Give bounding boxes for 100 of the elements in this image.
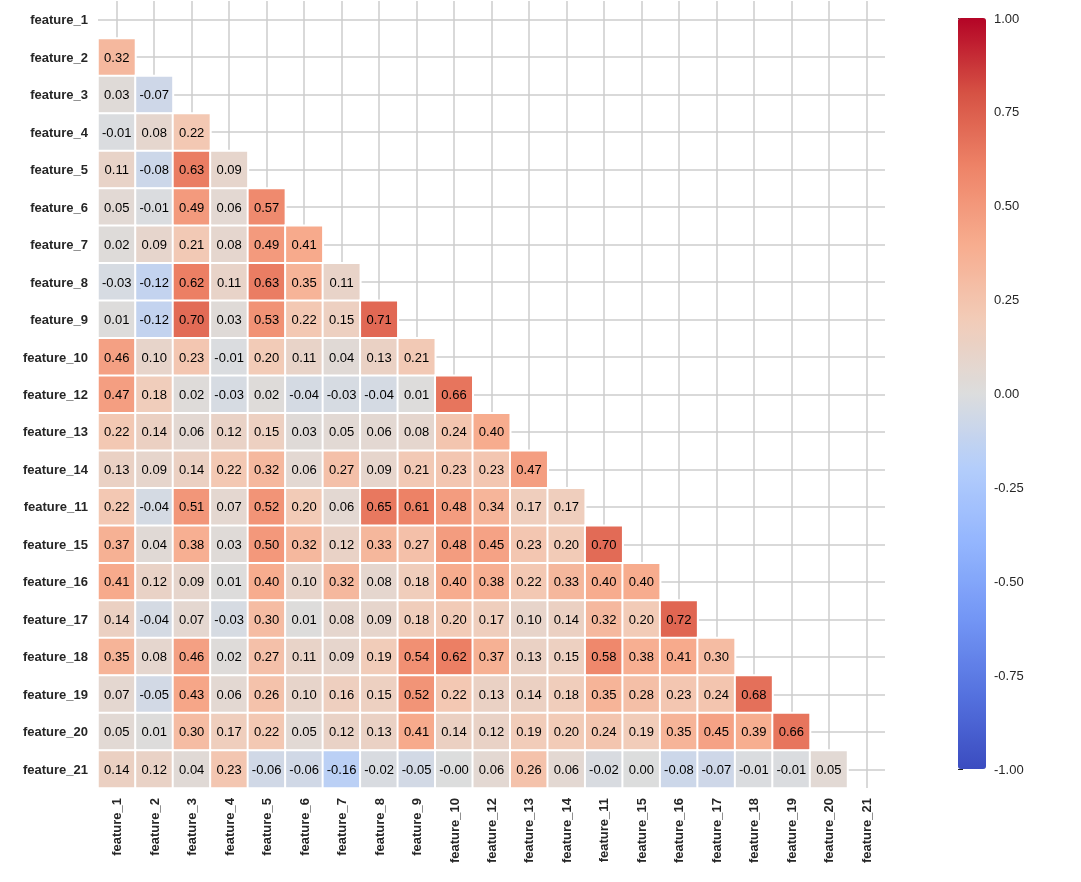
color-bar-label: 0.25 — [994, 292, 1020, 308]
data-label: 0.61 — [403, 499, 430, 515]
data-label: 0.14 — [553, 611, 580, 627]
x-tick-label: feature_15 — [633, 798, 649, 864]
data-label: 0.24 — [591, 724, 617, 740]
data-label: 0.02 — [216, 649, 242, 665]
data-label: 0.18 — [141, 387, 167, 402]
data-label: 0.12 — [478, 724, 505, 740]
data-label: 0.50 — [253, 536, 280, 552]
y-tick-label: feature_9 — [30, 312, 88, 328]
y-tick-label: feature_16 — [22, 574, 88, 590]
y-tick-label: feature_14 — [22, 461, 89, 477]
x-tick-label: feature_21 — [858, 798, 874, 864]
data-label: 0.48 — [441, 499, 467, 515]
data-label: 0.02 — [253, 387, 280, 402]
data-label: -0.03 — [101, 274, 132, 290]
data-label: 0.15 — [253, 424, 280, 440]
data-label: 0.06 — [328, 499, 355, 515]
data-label: -0.07 — [139, 87, 170, 103]
data-label: 0.57 — [253, 199, 280, 215]
data-label: 0.20 — [441, 611, 467, 627]
x-tick-label: feature_14 — [558, 797, 574, 864]
data-label: 0.37 — [104, 536, 130, 552]
data-label: -0.03 — [214, 387, 244, 402]
data-label: -0.07 — [701, 761, 732, 777]
data-label: 0.13 — [366, 724, 392, 740]
data-label: 0.41 — [666, 649, 692, 665]
data-label: -0.02 — [589, 761, 619, 777]
x-tick-label: feature_6 — [296, 798, 312, 856]
y-tick-label: feature_13 — [22, 424, 88, 440]
data-label: 0.06 — [553, 761, 580, 777]
data-label: 0.35 — [104, 649, 130, 665]
data-label: 0.65 — [366, 499, 392, 515]
data-label: -0.04 — [364, 387, 394, 402]
data-label: 0.06 — [179, 424, 205, 440]
data-label: 0.26 — [253, 686, 280, 702]
data-label: 0.21 — [403, 349, 430, 365]
data-label: 0.10 — [141, 349, 167, 365]
data-label: 0.30 — [253, 611, 280, 627]
data-label: -0.01 — [139, 199, 170, 215]
data-label: 0.21 — [179, 237, 205, 253]
x-tick-label: feature_10 — [446, 798, 462, 864]
data-label: 0.32 — [291, 536, 317, 552]
data-label: 0.06 — [291, 461, 317, 477]
x-tick-label: feature_20 — [821, 798, 837, 864]
data-label: 0.62 — [441, 649, 467, 665]
data-label: 0.06 — [216, 686, 242, 702]
color-bar-label: -1.00 — [994, 761, 1024, 777]
data-label: 0.40 — [591, 574, 617, 590]
data-label: 0.02 — [179, 387, 205, 402]
data-label: 0.47 — [104, 387, 130, 402]
data-label: 0.08 — [141, 649, 167, 665]
data-label: 0.21 — [403, 461, 430, 477]
data-label: 0.41 — [403, 724, 430, 740]
data-label: 0.13 — [516, 649, 542, 665]
data-label: 0.05 — [816, 761, 842, 777]
data-label: 0.22 — [216, 461, 242, 477]
x-tick-label: feature_4 — [221, 797, 237, 856]
data-label: 0.07 — [104, 686, 130, 702]
data-label: 0.40 — [478, 424, 505, 440]
data-label: 0.08 — [328, 611, 355, 627]
data-label: 0.09 — [141, 461, 167, 477]
data-label: 0.38 — [179, 536, 205, 552]
data-label: 0.22 — [104, 499, 130, 515]
data-label: 0.12 — [141, 574, 167, 590]
data-label: 0.19 — [366, 649, 392, 665]
data-label: 0.04 — [179, 761, 205, 777]
x-tick-label: feature_18 — [746, 798, 762, 864]
data-label: 0.12 — [141, 761, 167, 777]
data-label: 0.45 — [703, 724, 730, 740]
data-label: 0.54 — [403, 649, 430, 665]
data-label: 0.09 — [328, 649, 355, 665]
data-label: 0.05 — [328, 424, 355, 440]
data-label: 0.30 — [179, 724, 205, 740]
data-label: 0.28 — [628, 686, 655, 702]
data-label: -0.12 — [139, 274, 170, 290]
data-label: 0.66 — [441, 387, 467, 402]
data-label: 0.43 — [179, 686, 205, 702]
data-label: 0.01 — [216, 574, 242, 590]
data-label: 0.52 — [403, 686, 430, 702]
data-label: 0.40 — [253, 574, 280, 590]
data-label: 0.40 — [441, 574, 467, 590]
data-label: 0.14 — [179, 461, 205, 477]
x-tick-label: feature_7 — [334, 798, 350, 856]
data-label: -0.04 — [139, 499, 170, 515]
data-label: 0.04 — [141, 536, 167, 552]
data-label: 0.49 — [179, 199, 205, 215]
data-label: 0.70 — [179, 312, 205, 328]
data-label: 0.08 — [366, 574, 392, 590]
data-label: 0.06 — [216, 199, 242, 215]
data-label: 0.32 — [253, 461, 280, 477]
data-label: -0.01 — [739, 761, 769, 777]
data-label: 0.07 — [216, 499, 242, 515]
data-label: 0.22 — [253, 724, 280, 740]
data-label: 0.17 — [216, 724, 242, 740]
y-tick-label: feature_5 — [30, 162, 88, 178]
data-label: 0.03 — [216, 536, 242, 552]
data-label: 0.11 — [291, 349, 317, 365]
color-bar-label: -0.75 — [994, 667, 1024, 683]
data-label: 0.09 — [366, 611, 392, 627]
